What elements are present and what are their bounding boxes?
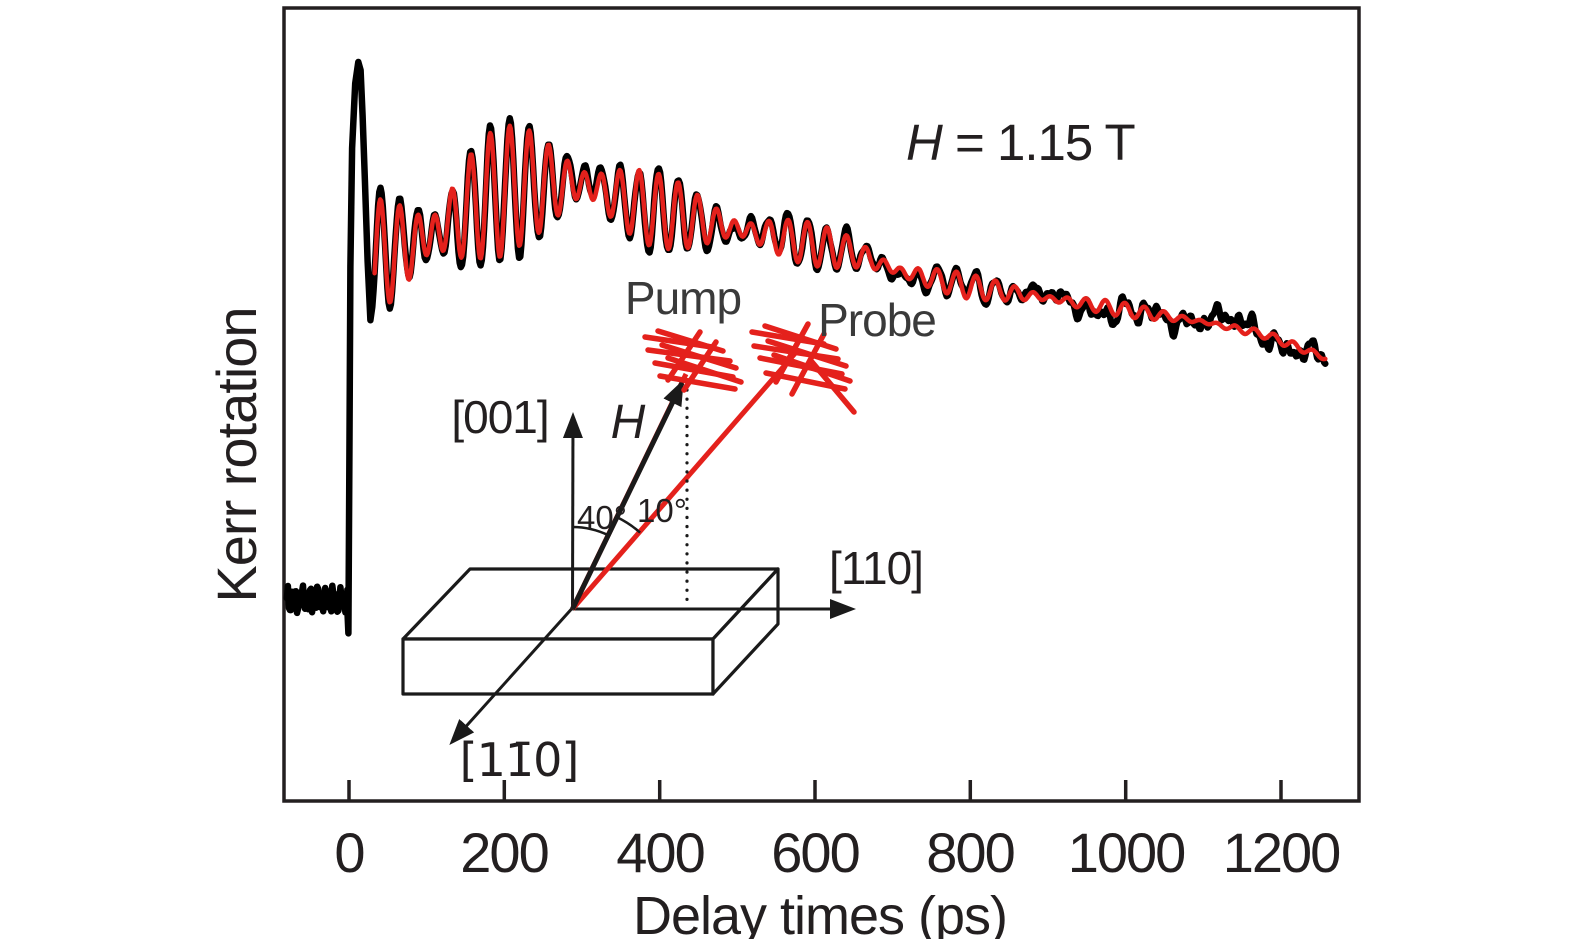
- x-ticks: [347, 780, 1283, 801]
- x-tick-label-600: 600: [771, 821, 858, 884]
- axis-110-label: [110]: [829, 542, 923, 594]
- x-tick-label-1000: 1000: [1068, 821, 1185, 884]
- field-annotation: H = 1.15 T: [906, 114, 1135, 171]
- sample-box-right-face: [711, 567, 780, 696]
- plot-frame: [282, 6, 1361, 803]
- fit-curve: [372, 123, 1328, 362]
- sample-box: [401, 567, 780, 696]
- x-tick-label-800: 800: [926, 821, 1013, 884]
- axis-001-arrow: [562, 412, 583, 610]
- pump-label: Pump: [625, 272, 741, 324]
- axis-001-label: [001]: [451, 391, 548, 443]
- pump-pulse-icon: [642, 328, 744, 393]
- h-field-arrow: [570, 379, 685, 611]
- probe-label: Probe: [818, 294, 936, 346]
- field-annotation-value: = 1.15 T: [942, 114, 1135, 171]
- y-axis-title: Kerr rotation: [205, 307, 268, 602]
- geometry-inset: [001] [110] [11̄0] H Pump Probe 40° 10°: [401, 272, 937, 787]
- x-tick-label-0: 0: [334, 821, 363, 884]
- x-tick-label-200: 200: [460, 821, 547, 884]
- sample-box-front-face: [401, 637, 715, 696]
- h-field-label: H: [611, 396, 646, 449]
- angle-arc-40: [572, 525, 610, 537]
- field-annotation-symbol: H: [906, 114, 943, 171]
- x-tick-label-400: 400: [616, 821, 703, 884]
- experiment-curve: [283, 58, 1329, 637]
- angle-10-label: 10°: [637, 492, 687, 529]
- angle-arc-10: [616, 516, 641, 534]
- angle-40-label: 40°: [577, 499, 627, 536]
- probe-beam: [570, 348, 800, 611]
- probe-pulse-icon: [749, 321, 857, 415]
- x-axis-title: Delay times (ps): [633, 886, 1007, 939]
- axis-1bar10-label: [11̄0]: [460, 733, 579, 787]
- x-tick-label-1200: 1200: [1223, 821, 1340, 884]
